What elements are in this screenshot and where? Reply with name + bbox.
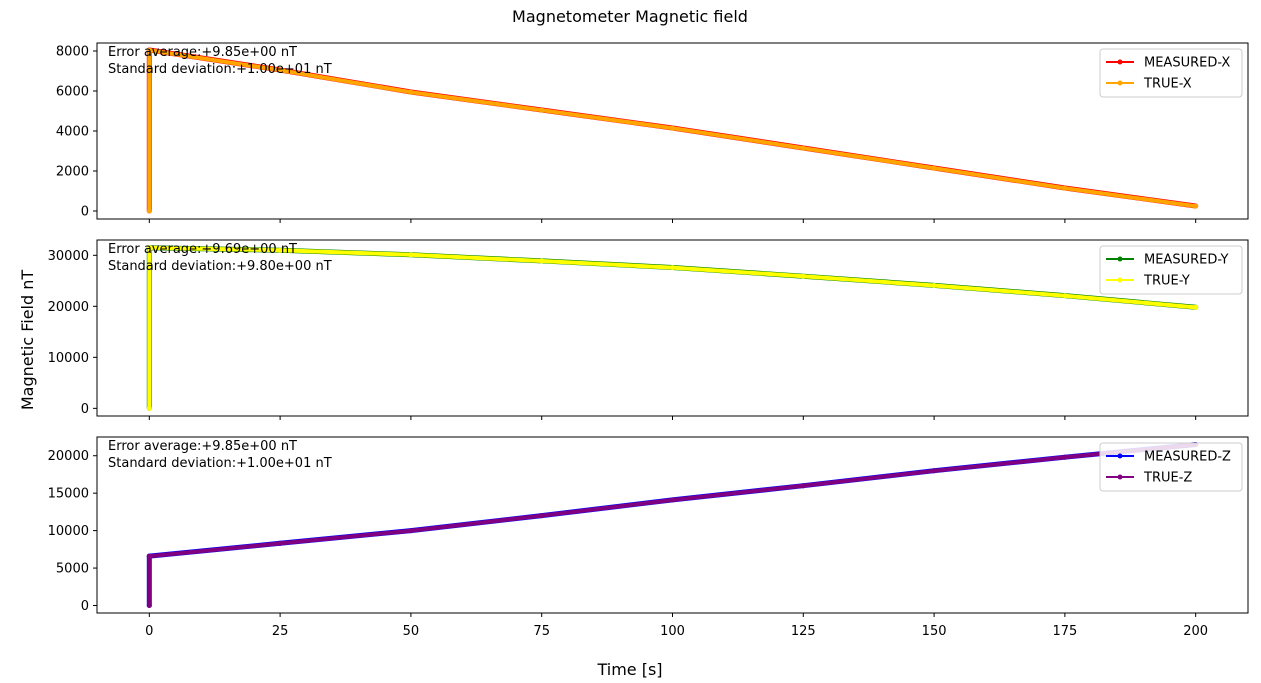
data-point-true-y [539,258,545,264]
data-point-true-x [408,89,414,95]
data-point-true-y [146,245,152,251]
y-tick-label: 5000 [56,562,89,577]
annotation-text: Standard deviation:+9.80e+00 nT [108,259,332,274]
y-tick-label: 20000 [48,449,89,464]
data-point-true-y [800,273,806,279]
data-point-true-x [146,47,152,53]
annotation-text: Standard deviation:+1.00e+01 nT [108,456,332,471]
legend-swatch-marker [1117,256,1123,262]
legend-swatch-marker [1117,277,1123,283]
y-tick-label: 4000 [56,125,89,140]
legend-box [1099,245,1243,295]
y-tick-label: 6000 [56,85,89,100]
legend-label: MEASURED-Y [1144,253,1228,268]
data-point-true-z [931,468,937,474]
data-point-true-z [146,603,152,608]
y-tick-label: 20000 [48,300,89,315]
legend-box [1099,442,1243,492]
series-line-true-y [147,245,1196,409]
data-point-true-x [539,107,545,113]
y-tick-label: 30000 [48,249,89,264]
legend-swatch-marker [1117,453,1123,459]
legend-box [1099,48,1243,98]
data-point-true-z [146,553,152,559]
data-point-true-z [277,540,283,546]
x-axis-label: Time [s] [596,660,662,679]
y-tick-label: 8000 [56,45,89,60]
data-point-true-y [1062,293,1068,299]
data-point-true-y [931,283,937,288]
x-tick-label: 0 [145,624,153,639]
legend-label: TRUE-Y [1143,274,1190,289]
data-point-true-x [800,145,806,151]
data-point-true-y [408,252,414,258]
legend-label: TRUE-Z [1143,471,1192,486]
figure-title: Magnetometer Magnetic field [512,7,748,26]
y-tick-label: 0 [81,205,89,220]
y-axis-label: Magnetic Field nT [18,270,37,411]
data-point-true-x [670,125,675,131]
legend-swatch-marker [1117,59,1123,65]
y-tick-label: 2000 [56,165,89,180]
x-tick-label: 25 [272,624,289,639]
subplot-1: 0 2000 4000 6000 8000 Error average:+9.85e+00… [56,42,1249,223]
data-point-true-z [539,513,545,519]
legend-label: MEASURED-Z [1144,450,1231,465]
data-point-true-x [1062,185,1068,191]
data-point-true-x [1193,203,1199,209]
data-point-true-z [1062,454,1068,460]
data-point-true-y [277,247,283,253]
annotation-text: Standard deviation:+1.00e+01 nT [108,62,332,77]
y-tick-label: 15000 [48,487,89,502]
y-tick-label: 0 [81,599,89,614]
data-point-true-z [408,528,414,534]
x-tick-label: 200 [1183,624,1208,639]
data-point-true-x [277,67,283,73]
data-point-true-x [146,208,152,214]
y-tick-label: 10000 [48,351,89,366]
x-tick-label: 150 [922,624,947,639]
series-line-true-z [147,442,1196,606]
series-line-true-x [147,48,1196,211]
legend-swatch-marker [1117,80,1123,86]
annotation-text: Error average:+9.85e+00 nT [108,45,297,60]
data-point-true-x [931,165,937,171]
x-tick-label: 75 [533,624,550,639]
x-tick-label: 175 [1052,624,1077,639]
data-point-true-z [800,483,806,489]
annotation-text: Error average:+9.85e+00 nT [108,439,297,454]
legend-label: MEASURED-X [1144,56,1230,71]
data-point-true-y [1193,304,1199,310]
data-point-true-y [146,405,152,411]
y-tick-label: 0 [81,402,89,417]
legend-swatch-marker [1117,474,1123,480]
x-tick-label: 50 [403,624,420,639]
data-point-true-z [670,497,675,503]
x-tick-label: 125 [791,624,816,639]
legend-label: TRUE-X [1143,77,1192,92]
annotation-text: Error average:+9.69e+00 nT [108,242,297,257]
data-point-true-y [670,265,675,271]
subplot-3: 0 5000 10000 15000 20000 0 25 50 75 100 125 150 175 2… [48,436,1249,639]
x-tick-label: 100 [660,624,685,639]
subplot-2: 0 10000 20000 30000 Error average:+9.69e+00 … [48,239,1249,420]
y-tick-label: 10000 [48,524,89,539]
